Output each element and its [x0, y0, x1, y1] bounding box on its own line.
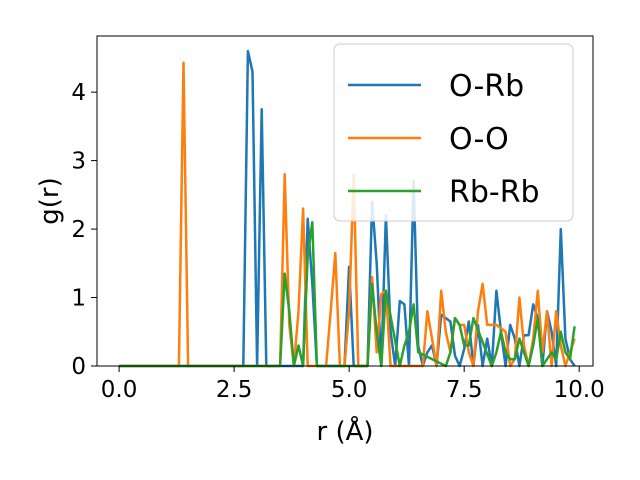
- x-tick-label: 5.0: [331, 377, 368, 403]
- series-line-rb-rb: [119, 220, 576, 368]
- plot-frame: [96, 35, 594, 367]
- y-tick-label: 4: [71, 80, 86, 106]
- y-axis-ticks: 0 1 2 3 4: [71, 80, 97, 380]
- y-tick-label: 3: [71, 149, 86, 175]
- legend-label-o-o: O-O: [449, 122, 509, 157]
- y-tick-label: 2: [71, 217, 86, 243]
- x-axis-label: r (Å): [316, 415, 373, 447]
- x-tick-label: 0.0: [101, 377, 138, 403]
- y-axis-label: g(r): [35, 177, 65, 224]
- x-tick-label: 7.5: [446, 377, 483, 403]
- x-axis-ticks: 0.0 2.5 5.0 7.5 10.0: [101, 366, 605, 403]
- legend-label-o-rb: O-Rb: [449, 69, 524, 104]
- legend-label-rb-rb: Rb-Rb: [449, 175, 540, 210]
- x-tick-label: 2.5: [216, 377, 253, 403]
- x-tick-label: 10.0: [554, 377, 605, 403]
- y-tick-label: 0: [71, 354, 86, 380]
- legend-box: [333, 43, 574, 222]
- legend: O-Rb O-O Rb-Rb: [333, 43, 574, 222]
- y-tick-label: 1: [71, 286, 86, 312]
